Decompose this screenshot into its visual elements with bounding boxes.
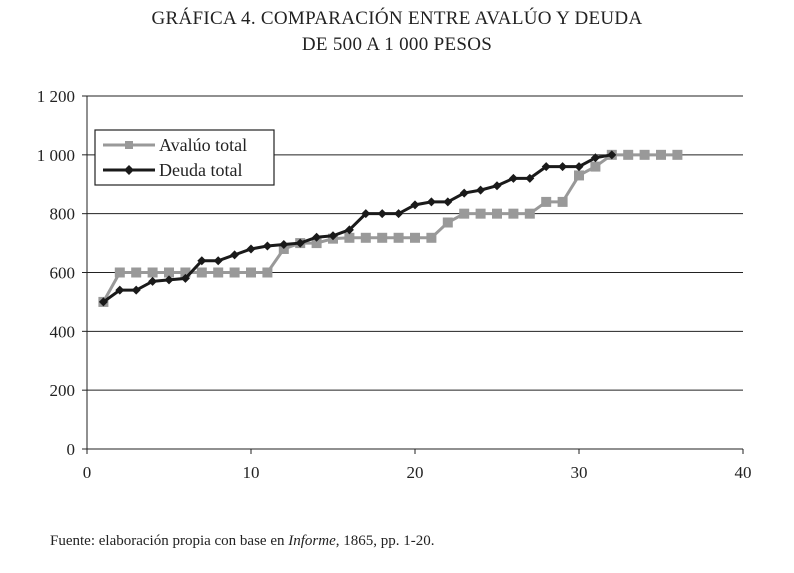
data-point-deuda — [607, 150, 617, 160]
data-point-deuda — [525, 173, 535, 183]
data-point-avaluo — [557, 196, 568, 207]
data-point-deuda — [148, 276, 158, 286]
data-point-deuda — [459, 188, 469, 198]
data-point-avaluo — [672, 149, 683, 160]
data-point-deuda — [574, 162, 584, 172]
y-tick-label: 0 — [67, 440, 76, 459]
data-point-deuda — [131, 285, 141, 295]
data-point-deuda — [476, 185, 486, 195]
data-point-avaluo — [541, 196, 552, 207]
y-tick-label: 200 — [50, 381, 76, 400]
x-tick-label: 0 — [83, 463, 92, 482]
data-point-deuda — [246, 244, 256, 254]
data-point-deuda — [426, 197, 436, 207]
data-point-avaluo — [574, 170, 584, 181]
data-point-avaluo — [393, 232, 404, 243]
y-tick-label: 1 000 — [37, 146, 75, 165]
data-point-avaluo — [590, 161, 601, 172]
y-tick-label: 600 — [50, 264, 76, 283]
chart-subtitle: DE 500 A 1 000 PESOS — [301, 34, 493, 55]
data-point-avaluo — [262, 267, 273, 278]
data-point-deuda — [197, 256, 207, 266]
data-point-avaluo — [508, 208, 519, 219]
data-point-avaluo — [459, 208, 470, 219]
data-point-deuda — [541, 162, 551, 172]
data-point-avaluo — [442, 217, 453, 228]
x-tick-label: 40 — [735, 463, 752, 482]
source-suffix: , 1865, pp. 1-20. — [335, 533, 435, 549]
data-point-avaluo — [311, 238, 322, 249]
data-point-avaluo — [524, 208, 535, 219]
data-point-avaluo — [196, 267, 207, 278]
data-point-avaluo — [131, 267, 142, 278]
data-point-avaluo — [475, 208, 486, 219]
chart-title: GRÁFICA 4. COMPARACIÓN ENTRE AVALÚO Y DE… — [151, 8, 643, 29]
data-point-avaluo — [623, 149, 634, 160]
data-point-deuda — [344, 225, 354, 235]
data-point-deuda — [492, 181, 502, 191]
data-point-avaluo — [639, 149, 650, 160]
data-point-avaluo — [426, 232, 437, 243]
data-point-avaluo — [492, 208, 502, 219]
y-tick-label: 400 — [50, 322, 76, 341]
data-point-deuda — [279, 240, 289, 250]
source-prefix: Fuente: elaboración propia con base en — [50, 533, 289, 549]
data-point-avaluo — [114, 267, 125, 278]
data-point-deuda — [98, 297, 108, 307]
x-tick-label: 10 — [243, 463, 260, 482]
source-italic: Informe — [288, 533, 336, 549]
data-point-deuda — [164, 275, 174, 285]
legend-label-deuda: Deuda total — [159, 160, 242, 180]
square-marker-icon — [125, 141, 133, 149]
data-point-avaluo — [229, 267, 240, 278]
data-point-avaluo — [360, 232, 371, 243]
data-point-deuda — [295, 238, 305, 248]
data-point-deuda — [394, 209, 404, 219]
diamond-marker-icon — [124, 165, 134, 175]
data-point-deuda — [410, 200, 420, 210]
data-point-deuda — [590, 153, 600, 163]
data-point-avaluo — [147, 267, 158, 278]
data-point-deuda — [312, 232, 322, 242]
data-point-avaluo — [656, 149, 666, 160]
legend: Avalúo total Deuda total — [94, 129, 275, 186]
x-tick-label: 20 — [407, 463, 424, 482]
source-note: Fuente: elaboración propia con base en I… — [50, 533, 435, 550]
data-point-deuda — [262, 241, 272, 251]
data-point-deuda — [361, 209, 371, 219]
y-tick-label: 1 200 — [37, 87, 75, 106]
legend-label-avaluo: Avalúo total — [159, 135, 247, 155]
data-point-deuda — [180, 273, 190, 283]
data-point-deuda — [508, 173, 518, 183]
data-point-avaluo — [246, 267, 256, 278]
data-point-avaluo — [344, 232, 355, 243]
data-point-deuda — [328, 231, 338, 241]
data-point-deuda — [558, 162, 568, 172]
data-point-deuda — [115, 285, 125, 295]
data-point-avaluo — [410, 232, 420, 243]
x-tick-label: 30 — [571, 463, 588, 482]
data-point-deuda — [213, 256, 223, 266]
data-point-deuda — [230, 250, 240, 260]
data-point-avaluo — [164, 267, 174, 278]
data-point-avaluo — [180, 267, 191, 278]
data-point-deuda — [443, 197, 453, 207]
data-point-avaluo — [213, 267, 224, 278]
y-tick-label: 800 — [50, 205, 76, 224]
data-point-deuda — [377, 209, 387, 219]
data-point-avaluo — [377, 232, 388, 243]
